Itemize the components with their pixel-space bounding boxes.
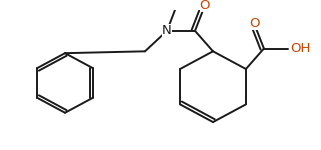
Text: N: N <box>162 24 172 37</box>
Text: O: O <box>250 17 260 30</box>
Text: O: O <box>200 0 210 12</box>
Text: OH: OH <box>290 42 310 55</box>
